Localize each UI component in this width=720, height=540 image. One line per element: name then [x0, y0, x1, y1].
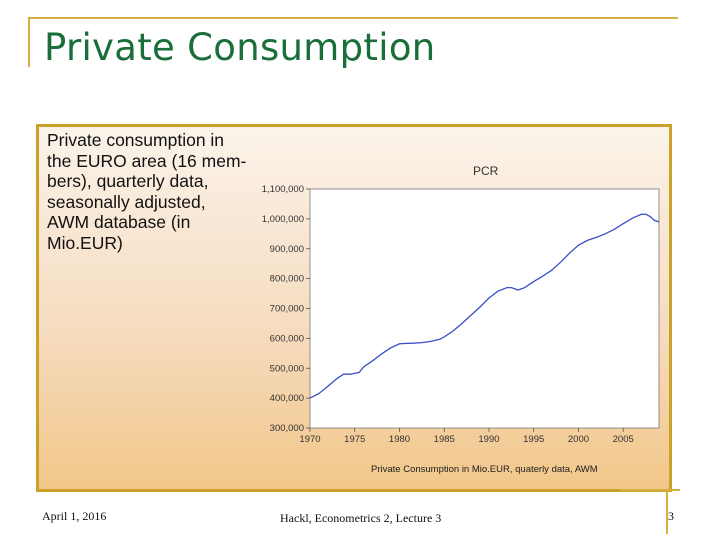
plot-area — [309, 188, 660, 429]
x-tick-label: 1990 — [478, 434, 499, 445]
x-axis-label: Private Consumption in Mio.EUR, quaterly… — [371, 464, 598, 475]
y-axis: 300,000 400,000 500,000 600,000 700,000 800,0… — [262, 184, 310, 434]
decorative-top-rule — [28, 17, 678, 19]
description-text: Private consumption in the EURO area (16… — [47, 130, 247, 253]
pcr-line-chart: PCR Private Consumption in Mio.EUR, quat… — [262, 164, 660, 475]
decorative-right-rule — [666, 490, 668, 534]
y-tick-label: 500,000 — [270, 363, 304, 374]
x-tick-label: 1970 — [299, 434, 320, 445]
x-tick-label: 1995 — [523, 434, 544, 445]
y-tick-label: 1,000,000 — [262, 214, 304, 225]
y-tick-label: 300,000 — [270, 423, 304, 434]
series-line-pcr — [309, 213, 660, 399]
footer-lecture: Hackl, Econometrics 2, Lecture 3 — [280, 511, 442, 525]
y-tick-label: 800,000 — [270, 274, 304, 285]
footer-page-number: 3 — [668, 509, 674, 523]
y-tick-label: 1,100,000 — [262, 184, 304, 195]
y-tick-label: 400,000 — [270, 393, 304, 404]
x-tick-label: 2005 — [613, 434, 634, 445]
slide-title: Private Consumption — [44, 26, 436, 69]
x-tick-label: 1985 — [434, 434, 455, 445]
y-tick-label: 900,000 — [270, 244, 304, 255]
footer-date: April 1, 2016 — [42, 509, 107, 523]
y-tick-label: 700,000 — [270, 304, 304, 315]
chart-title: PCR — [473, 164, 499, 178]
x-tick-label: 1975 — [344, 434, 365, 445]
x-axis: 1970 1975 1980 1985 1990 1995 2000 2005 — [299, 428, 634, 445]
x-tick-label: 1980 — [389, 434, 410, 445]
y-tick-label: 600,000 — [270, 333, 304, 344]
x-tick-label: 2000 — [568, 434, 589, 445]
decorative-bottom-rule — [620, 489, 680, 491]
decorative-left-rule — [28, 17, 30, 67]
content-box: Private consumption in the EURO area (16… — [36, 124, 672, 492]
